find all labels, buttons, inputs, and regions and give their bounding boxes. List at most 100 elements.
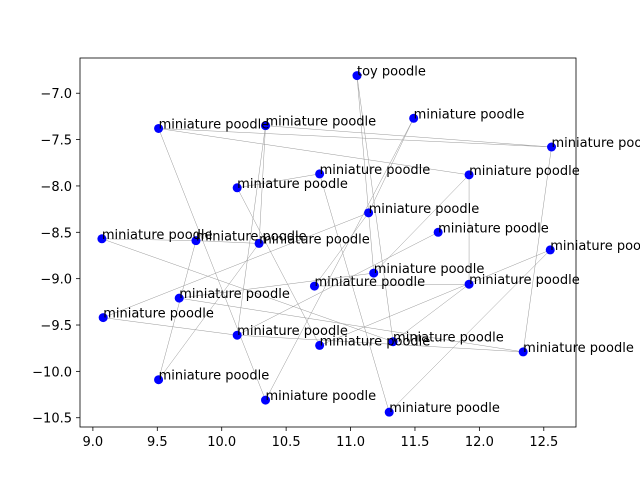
data-point bbox=[261, 395, 271, 405]
y-tick-label: −7.5 bbox=[40, 134, 72, 149]
data-point bbox=[352, 71, 362, 81]
point-label: miniature poodle bbox=[374, 262, 485, 277]
point-label: miniature poodle bbox=[266, 389, 377, 404]
x-tick-label: 9.5 bbox=[147, 435, 168, 450]
graph-edge bbox=[179, 297, 524, 353]
x-tick-label: 11.0 bbox=[336, 435, 365, 450]
y-tick-label: −7.0 bbox=[40, 87, 72, 102]
data-points bbox=[97, 71, 557, 417]
y-tick-label: −8.5 bbox=[40, 226, 72, 241]
graph-edge bbox=[356, 75, 394, 342]
graph-edge bbox=[158, 128, 470, 176]
x-tick-label: 12.5 bbox=[529, 435, 558, 450]
point-label: miniature poodle bbox=[389, 401, 500, 416]
data-point bbox=[315, 340, 325, 350]
y-tick-label: −10.5 bbox=[32, 412, 72, 427]
point-label: miniature poodle bbox=[414, 107, 525, 122]
graph-edge bbox=[103, 317, 238, 336]
data-point bbox=[409, 113, 419, 123]
point-label: miniature poodle bbox=[550, 239, 640, 254]
graph-edge bbox=[314, 212, 369, 287]
data-point bbox=[464, 170, 474, 180]
data-point bbox=[547, 142, 557, 152]
graph-edge bbox=[237, 334, 524, 353]
point-label: miniature poodle bbox=[159, 369, 270, 384]
x-tick-label: 12.0 bbox=[465, 435, 494, 450]
graph-edge bbox=[236, 125, 266, 336]
graph-edge bbox=[158, 128, 266, 401]
data-point bbox=[254, 238, 264, 248]
data-point bbox=[369, 268, 379, 278]
point-label: miniature poodle bbox=[393, 331, 504, 346]
data-point bbox=[232, 183, 242, 193]
y-axis: −7.0 −7.5 −8.0 −8.5 −9.0 −9.5 −10.0 −10.5 bbox=[32, 87, 80, 427]
graph-edge bbox=[392, 284, 470, 342]
data-point bbox=[309, 281, 319, 291]
plot-frame bbox=[79, 57, 577, 428]
point-label: miniature poodle bbox=[196, 230, 307, 245]
graph-edge bbox=[319, 173, 390, 413]
graph-edge bbox=[236, 187, 320, 346]
graph-edge bbox=[389, 249, 551, 413]
point-label: miniature poodle bbox=[103, 307, 214, 322]
graph-edge bbox=[195, 240, 260, 244]
graph-edge bbox=[101, 238, 196, 241]
data-point bbox=[191, 236, 201, 246]
graph-edge bbox=[179, 272, 374, 299]
data-point bbox=[232, 330, 242, 340]
graph-edge bbox=[265, 118, 414, 401]
y-tick-label: −9.0 bbox=[40, 273, 72, 288]
graph-edge bbox=[101, 238, 394, 342]
data-point bbox=[433, 227, 443, 237]
data-point bbox=[545, 245, 555, 255]
point-label: miniature poodle bbox=[523, 341, 634, 356]
y-tick-label: −9.5 bbox=[40, 319, 72, 334]
x-axis: 9.0 9.5 10.0 10.5 11.0 11.5 12.0 12.5 bbox=[83, 427, 558, 450]
data-point bbox=[154, 123, 164, 133]
point-label: miniature poodle bbox=[159, 117, 270, 132]
data-point bbox=[384, 407, 394, 417]
y-tick-label: −8.0 bbox=[40, 180, 72, 195]
graph-edge bbox=[319, 249, 551, 346]
point-label: miniature poodle bbox=[320, 163, 431, 178]
x-tick-label: 10.5 bbox=[272, 435, 301, 450]
point-label: miniature poodle bbox=[469, 164, 580, 179]
graph-edge bbox=[368, 118, 414, 213]
point-label: miniature poodle bbox=[237, 177, 348, 192]
point-label: miniature poodle bbox=[237, 324, 348, 339]
x-tick-label: 9.0 bbox=[83, 435, 104, 450]
graph-edge bbox=[158, 243, 260, 380]
point-label: miniature poodle bbox=[438, 221, 549, 236]
point-label: miniature poodle bbox=[179, 287, 290, 302]
graph-edge bbox=[356, 75, 374, 274]
data-point bbox=[174, 293, 184, 303]
y-tick-label: −10.0 bbox=[32, 365, 72, 380]
graph-edge bbox=[258, 125, 266, 244]
data-point bbox=[154, 375, 164, 385]
graph-edge bbox=[237, 232, 439, 336]
graph-edge bbox=[103, 212, 369, 318]
data-point bbox=[315, 169, 325, 179]
graph-edge bbox=[373, 174, 470, 274]
point-label: miniature poodle bbox=[552, 136, 640, 151]
point-label: miniature poodle bbox=[469, 273, 580, 288]
data-point bbox=[388, 337, 398, 347]
point-label: miniature poodle bbox=[266, 115, 377, 130]
graph-edges bbox=[101, 75, 552, 413]
graph-edge bbox=[158, 128, 552, 148]
data-point bbox=[518, 347, 528, 357]
data-point bbox=[98, 313, 108, 323]
x-tick-label: 10.0 bbox=[207, 435, 236, 450]
graph-edge bbox=[314, 283, 470, 287]
x-tick-label: 11.5 bbox=[400, 435, 429, 450]
point-label: miniature poodle bbox=[102, 228, 213, 243]
point-label: miniature poodle bbox=[259, 232, 370, 247]
point-label: miniature poodle bbox=[369, 202, 480, 217]
data-point bbox=[464, 279, 474, 289]
graph-edge bbox=[265, 125, 552, 148]
data-point bbox=[364, 208, 374, 218]
graph-edge bbox=[237, 173, 320, 189]
